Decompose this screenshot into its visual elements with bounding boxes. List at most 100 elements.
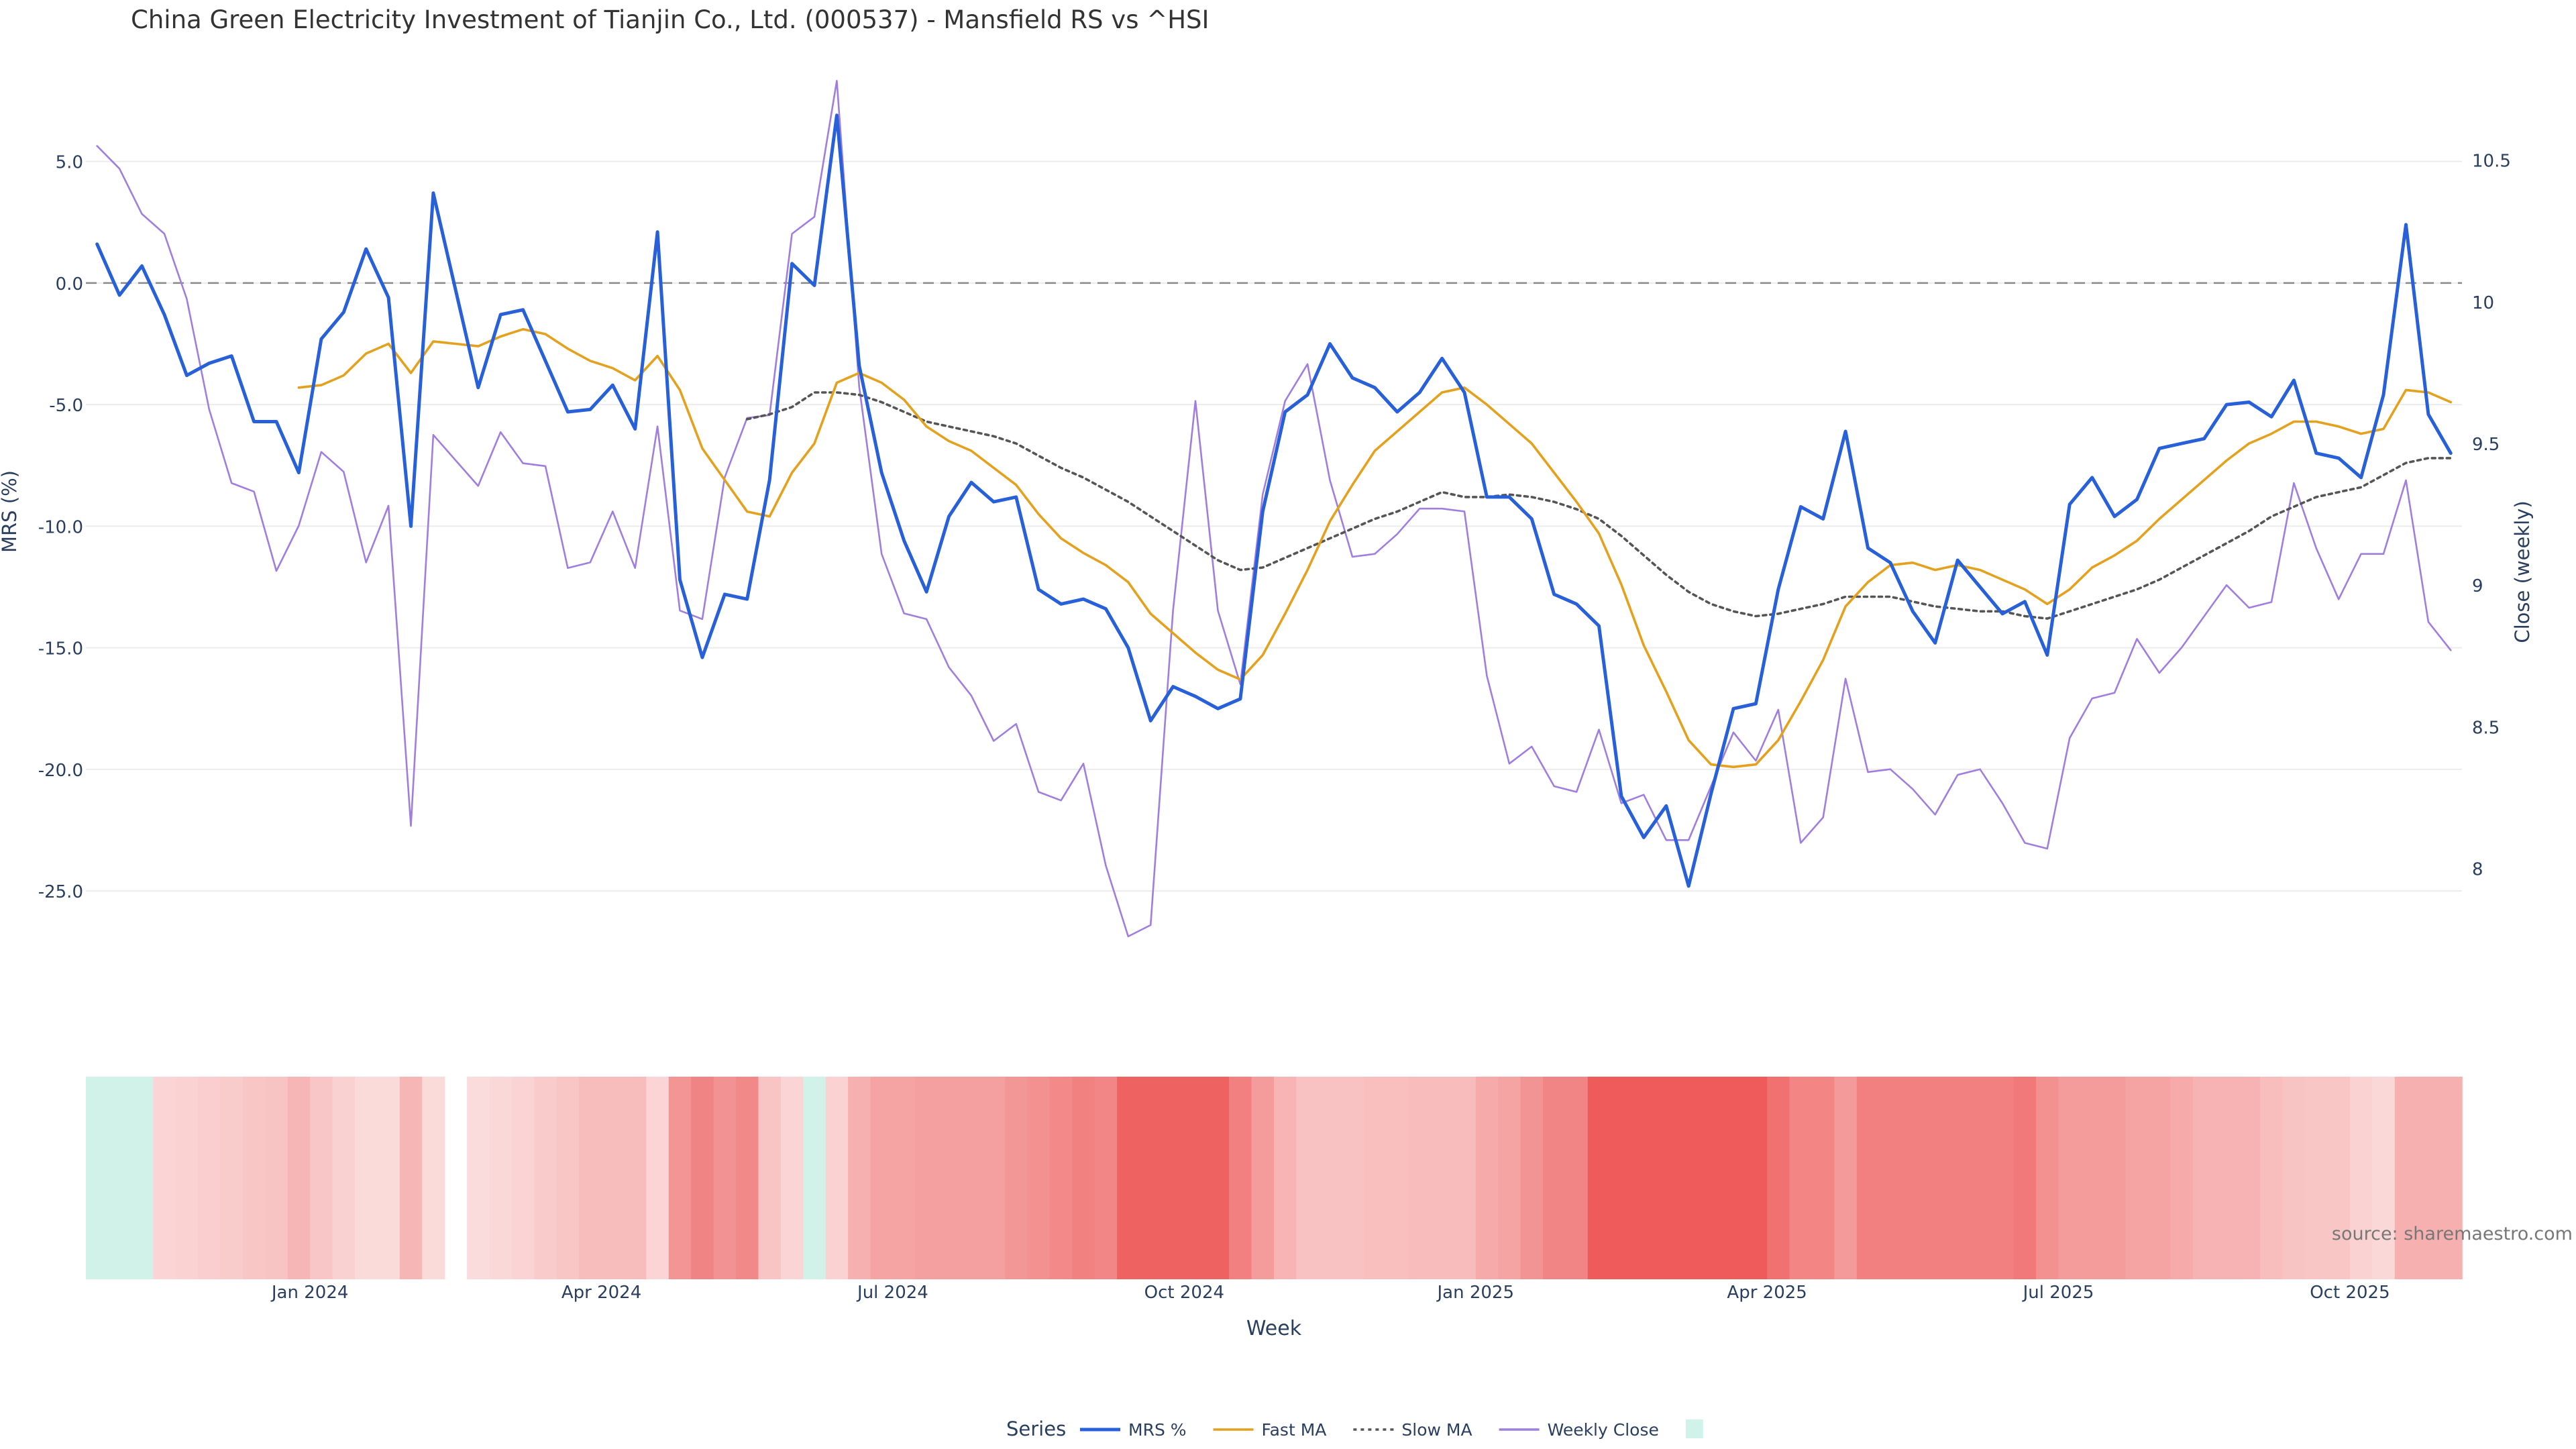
heatmap-cell <box>86 1077 109 1279</box>
y-left-axis-title: MRS (%) <box>0 470 21 553</box>
heatmap-cell <box>2080 1077 2104 1279</box>
heatmap-cell <box>1811 1077 1835 1279</box>
heatmap-cell <box>2058 1077 2082 1279</box>
heatmap-cell <box>1274 1077 1297 1279</box>
heatmap-cell <box>713 1077 737 1279</box>
legend-label: MRS % <box>1128 1420 1187 1440</box>
series-line-weekly-close <box>96 80 2452 938</box>
heatmap-cell <box>1856 1077 1880 1279</box>
heatmap-cell <box>1744 1077 1768 1279</box>
heatmap-cell <box>2013 1077 2037 1279</box>
heatmap-cell <box>1767 1077 1790 1279</box>
heatmap-cell <box>1094 1077 1118 1279</box>
heatmap-cell <box>1430 1077 1454 1279</box>
heatmap-cell <box>2439 1077 2463 1279</box>
x-tick-label: Oct 2024 <box>1144 1283 1224 1303</box>
heatmap-cell <box>1632 1077 1656 1279</box>
heatmap-cell <box>758 1077 782 1279</box>
heatmap-cell <box>220 1077 244 1279</box>
y-right-tick-label: 8.5 <box>2472 718 2500 738</box>
heatmap-cell <box>2215 1077 2239 1279</box>
legend-label: Slow MA <box>1401 1420 1472 1440</box>
heatmap-cell <box>1363 1077 1387 1279</box>
y-left-tick-label: -10.0 <box>38 517 83 537</box>
heatmap-cell <box>377 1077 400 1279</box>
heatmap-cell <box>2394 1077 2418 1279</box>
heatmap-cell <box>310 1077 333 1279</box>
heatmap-cell <box>265 1077 288 1279</box>
heatmap-cell <box>1968 1077 1992 1279</box>
heatmap-cell <box>1386 1077 1409 1279</box>
heatmap-cell <box>1206 1077 1230 1279</box>
heatmap-cell <box>870 1077 894 1279</box>
x-axis-title: Week <box>1246 1317 1302 1340</box>
x-tick-label: Jul 2025 <box>2022 1283 2094 1303</box>
heatmap-cell <box>2170 1077 2194 1279</box>
heatmap-cell <box>691 1077 714 1279</box>
source-note: source: sharemaestro.com <box>2331 1224 2573 1244</box>
heatmap-cell <box>1296 1077 1320 1279</box>
x-tick-label: Oct 2025 <box>2310 1283 2390 1303</box>
heatmap-cell <box>1027 1077 1051 1279</box>
heatmap-cell <box>2349 1077 2373 1279</box>
series-lines <box>95 80 2453 938</box>
heatmap-cell <box>130 1077 154 1279</box>
heatmap-cell <box>2372 1077 2396 1279</box>
heatmap-cell <box>1542 1077 1566 1279</box>
y-right-tick-label: 10 <box>2472 293 2494 313</box>
heatmap-cell <box>534 1077 557 1279</box>
heatmap-cell <box>780 1077 804 1279</box>
heatmap-cell <box>668 1077 692 1279</box>
heatmap-cell <box>623 1077 647 1279</box>
heatmap-cell <box>915 1077 938 1279</box>
axes: 5.0 0.0 -5.0 -10.0 -15.0 -20.0 -25.0 10.5 10 9.5 9… <box>0 152 2534 1340</box>
heatmap-cell <box>1139 1077 1163 1279</box>
heatmap-cell <box>982 1077 1006 1279</box>
heatmap-cell <box>399 1077 423 1279</box>
y-right-axis-title: Close (weekly) <box>2511 500 2534 643</box>
heatmap-cell <box>467 1077 490 1279</box>
series-line-mrs <box>95 113 2453 888</box>
heatmap-cell <box>489 1077 513 1279</box>
heatmap-cell <box>242 1077 266 1279</box>
legend-label: Fast MA <box>1262 1420 1327 1440</box>
heatmap-cell <box>2260 1077 2284 1279</box>
heatmap-cell <box>1229 1077 1252 1279</box>
heatmap-cell <box>153 1077 176 1279</box>
heatmap-cell <box>1587 1077 1611 1279</box>
legend-swatch-band <box>1685 1419 1703 1438</box>
y-left-tick-label: 0.0 <box>56 274 83 294</box>
series-line-fast-ma <box>297 328 2453 769</box>
heatmap-cell <box>1184 1077 1208 1279</box>
heatmap-cell <box>422 1077 445 1279</box>
heatmap-cell <box>2148 1077 2171 1279</box>
y-left-tick-label: -5.0 <box>49 396 83 416</box>
heatmap-cell <box>1341 1077 1364 1279</box>
heatmap-cell <box>1789 1077 1813 1279</box>
heatmap-cell <box>1475 1077 1499 1279</box>
heatmap-cell <box>1677 1077 1701 1279</box>
heatmap-cell <box>287 1077 311 1279</box>
chart-title: China Green Electricity Investment of Ti… <box>131 5 1210 34</box>
heatmap-cell <box>2193 1077 2216 1279</box>
heatmap-cell <box>1901 1077 1925 1279</box>
heatmap-cell <box>1655 1077 1678 1279</box>
heatmap-cell <box>1924 1077 1947 1279</box>
y-left-tick-label: -25.0 <box>38 882 83 902</box>
heatmap-cell <box>848 1077 871 1279</box>
y-left-tick-label: -15.0 <box>38 639 83 659</box>
heatmap-cell <box>1498 1077 1521 1279</box>
heatmap-cell <box>1049 1077 1073 1279</box>
series-line-slow-ma <box>745 391 2453 620</box>
heatmap-cell <box>1318 1077 1342 1279</box>
heatmap-cell <box>1610 1077 1633 1279</box>
heatmap-cell <box>2036 1077 2059 1279</box>
y-left-tick-label: -20.0 <box>38 761 83 781</box>
legend-title: Series <box>1006 1417 1066 1440</box>
heatmap-cell <box>1408 1077 1432 1279</box>
heatmap-cell <box>2103 1077 2127 1279</box>
x-tick-label: Jan 2024 <box>270 1283 349 1303</box>
heatmap-cell <box>1251 1077 1275 1279</box>
heatmap-cell <box>579 1077 602 1279</box>
